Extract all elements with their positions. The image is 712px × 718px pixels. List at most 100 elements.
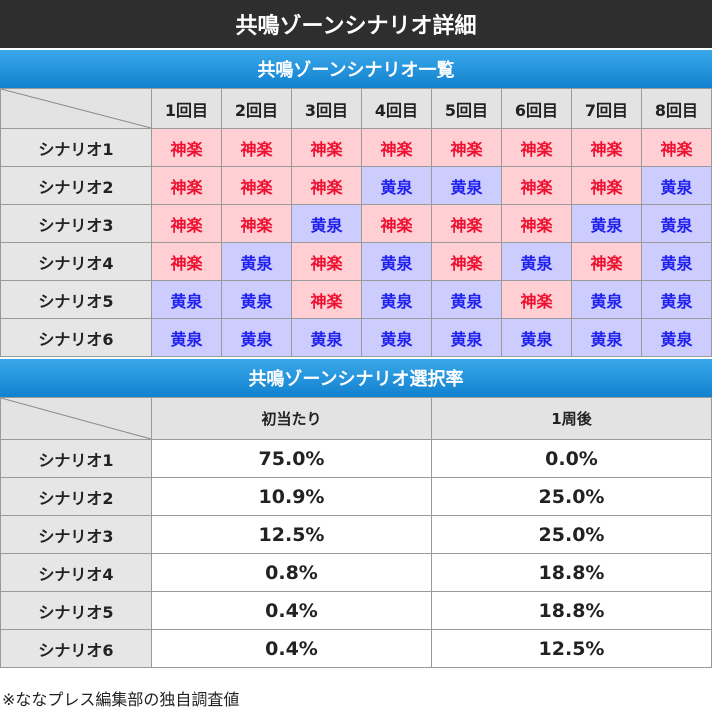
header-row: 1回目 2回目 3回目 4回目 5回目 6回目 7回目 8回目 (0, 88, 712, 129)
row-label: シナリオ4 (0, 553, 152, 592)
cell: 神楽 (291, 166, 362, 205)
column-header: 2回目 (221, 88, 292, 129)
cell: 0.8% (151, 553, 432, 592)
cell: 神楽 (291, 128, 362, 167)
cell: 黄泉 (641, 166, 712, 205)
cell: 神楽 (361, 204, 432, 243)
column-header: 7回目 (571, 88, 642, 129)
header-row: 初当たり 1周後 (0, 397, 712, 440)
cell: 黄泉 (641, 242, 712, 281)
row-label: シナリオ2 (0, 166, 152, 205)
cell: 神楽 (571, 242, 642, 281)
cell: 黄泉 (221, 242, 292, 281)
rate-table: 初当たり 1周後 シナリオ1 75.0% 0.0% シナリオ2 10.9% 25.0% シナリオ… (0, 397, 712, 668)
cell: 黄泉 (501, 242, 572, 281)
cell: 0.4% (151, 629, 432, 668)
row-label: シナリオ5 (0, 280, 152, 319)
cell: 神楽 (291, 280, 362, 319)
cell: 黄泉 (151, 280, 222, 319)
row: シナリオ2 神楽 神楽 神楽 黄泉 黄泉 神楽 神楽 黄泉 (0, 166, 712, 205)
column-header: 3回目 (291, 88, 362, 129)
cell: 0.0% (431, 439, 712, 478)
cell: 10.9% (151, 477, 432, 516)
column-header: 6回目 (501, 88, 572, 129)
cell: 黄泉 (571, 318, 642, 357)
page-title: 共鳴ゾーンシナリオ詳細 (0, 0, 712, 48)
diagonal (1, 89, 151, 128)
cell: 黄泉 (221, 280, 292, 319)
cell: 0.4% (151, 591, 432, 630)
row-label: シナリオ6 (0, 629, 152, 668)
cell: 神楽 (221, 166, 292, 205)
cell: 75.0% (151, 439, 432, 478)
cell: 神楽 (151, 242, 222, 281)
cell: 18.8% (431, 553, 712, 592)
cell: 黄泉 (361, 318, 432, 357)
cell: 神楽 (431, 242, 502, 281)
cell: 神楽 (291, 242, 362, 281)
cell: 黄泉 (221, 318, 292, 357)
column-header: 8回目 (641, 88, 712, 129)
column-header: 4回目 (361, 88, 432, 129)
row-label: シナリオ1 (0, 128, 152, 167)
cell: 神楽 (501, 128, 572, 167)
cell: 18.8% (431, 591, 712, 630)
corner-cell (0, 88, 152, 129)
row-label: シナリオ3 (0, 204, 152, 243)
cell: 黄泉 (501, 318, 572, 357)
row: シナリオ6 黄泉 黄泉 黄泉 黄泉 黄泉 黄泉 黄泉 黄泉 (0, 318, 712, 357)
cell: 黄泉 (151, 318, 222, 357)
cell: 神楽 (571, 166, 642, 205)
cell: 黄泉 (361, 166, 432, 205)
cell: 神楽 (151, 166, 222, 205)
cell: 黄泉 (641, 318, 712, 357)
cell: 神楽 (361, 128, 432, 167)
cell: 黄泉 (571, 280, 642, 319)
cell: 神楽 (571, 128, 642, 167)
cell: 黄泉 (361, 242, 432, 281)
column-header: 5回目 (431, 88, 502, 129)
row-label: シナリオ1 (0, 439, 152, 478)
row-label: シナリオ6 (0, 318, 152, 357)
cell: 神楽 (501, 280, 572, 319)
section-title: 共鳴ゾーンシナリオ一覧 (0, 50, 712, 88)
row: シナリオ6 0.4% 12.5% (0, 629, 712, 668)
column-header: 初当たり (151, 397, 432, 440)
row-label: シナリオ4 (0, 242, 152, 281)
cell: 神楽 (151, 128, 222, 167)
footnote: ※ななプレス編集部の独自調査値 (2, 690, 240, 709)
scenario-table: 1回目 2回目 3回目 4回目 5回目 6回目 7回目 8回目 シナリオ1 神楽 神楽 神楽 神楽 神楽神… (0, 88, 712, 357)
row: シナリオ2 10.9% 25.0% (0, 477, 712, 516)
row: シナリオ1 神楽 神楽 神楽 神楽 神楽 神楽 神楽 神楽 (0, 128, 712, 167)
column-header: 1周後 (431, 397, 712, 440)
cell: 黄泉 (571, 204, 642, 243)
cell: 25.0% (431, 515, 712, 554)
cell: 黄泉 (361, 280, 432, 319)
cell: 12.5% (151, 515, 432, 554)
cell: 神楽 (221, 128, 292, 167)
row: シナリオ4 0.8% 18.8% (0, 553, 712, 592)
cell: 黄泉 (431, 166, 502, 205)
cell: 黄泉 (431, 280, 502, 319)
column-header: 1回目 (151, 88, 222, 129)
cell: 黄泉 (641, 280, 712, 319)
corner-cell (0, 397, 152, 440)
row: シナリオ1 75.0% 0.0% (0, 439, 712, 478)
cell: 黄泉 (291, 204, 362, 243)
cell: 神楽 (431, 128, 502, 167)
row: シナリオ5 0.4% 18.8% (0, 591, 712, 630)
cell: 神楽 (501, 166, 572, 205)
row: シナリオ3 神楽 神楽 黄泉 神楽 神楽 神楽 黄泉 黄泉 (0, 204, 712, 243)
cell: 神楽 (221, 204, 292, 243)
row-label: シナリオ5 (0, 591, 152, 630)
cell: 神楽 (431, 204, 502, 243)
cell: 神楽 (151, 204, 222, 243)
cell: 25.0% (431, 477, 712, 516)
cell: 神楽 (641, 128, 712, 167)
cell: 黄泉 (291, 318, 362, 357)
row: シナリオ4 神楽 黄泉 神楽 黄泉 神楽 黄泉 神楽 黄泉 (0, 242, 712, 281)
cell: 12.5% (431, 629, 712, 668)
row: シナリオ5 黄泉 黄泉 神楽 黄泉 黄泉 神楽 黄泉 黄泉 (0, 280, 712, 319)
cell: 黄泉 (431, 318, 502, 357)
